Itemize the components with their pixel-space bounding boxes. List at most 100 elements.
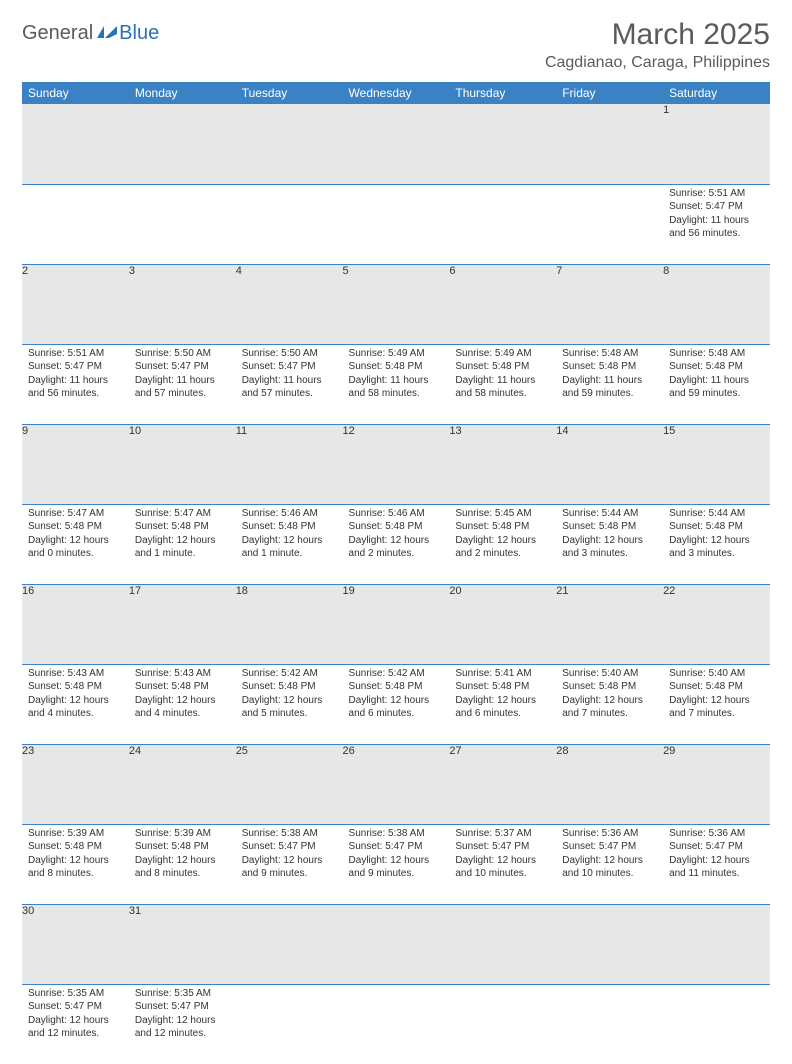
calendar-day-cell: Sunrise: 5:40 AMSunset: 5:48 PMDaylight:… [663,664,770,744]
day-details: Sunrise: 5:39 AMSunset: 5:48 PMDaylight:… [22,825,129,885]
sunrise-text: Sunrise: 5:42 AM [242,667,337,681]
calendar-week-row: Sunrise: 5:47 AMSunset: 5:48 PMDaylight:… [22,504,770,584]
daylight-text: Daylight: 12 hours and 3 minutes. [669,534,764,561]
day-number-cell: 14 [556,424,663,504]
sunrise-text: Sunrise: 5:48 AM [562,347,657,361]
day-number-cell: 22 [663,584,770,664]
calendar-day-cell: Sunrise: 5:37 AMSunset: 5:47 PMDaylight:… [449,824,556,904]
sunset-text: Sunset: 5:48 PM [135,840,230,854]
calendar-day-cell: Sunrise: 5:43 AMSunset: 5:48 PMDaylight:… [129,664,236,744]
sunset-text: Sunset: 5:48 PM [455,680,550,694]
sunset-text: Sunset: 5:47 PM [242,840,337,854]
calendar-day-cell [556,184,663,264]
daynum-row: 3031 [22,904,770,984]
sunrise-text: Sunrise: 5:44 AM [669,507,764,521]
weekday-header: Sunday [22,82,129,104]
calendar-day-cell [663,984,770,1064]
day-details: Sunrise: 5:37 AMSunset: 5:47 PMDaylight:… [449,825,556,885]
day-number-cell: 9 [22,424,129,504]
day-number-cell: 6 [449,264,556,344]
sunrise-text: Sunrise: 5:46 AM [349,507,444,521]
weekday-header: Wednesday [343,82,450,104]
calendar-day-cell: Sunrise: 5:48 AMSunset: 5:48 PMDaylight:… [663,344,770,424]
daynum-row: 1 [22,104,770,184]
sunrise-text: Sunrise: 5:43 AM [28,667,123,681]
day-details: Sunrise: 5:36 AMSunset: 5:47 PMDaylight:… [556,825,663,885]
day-number-cell: 1 [663,104,770,184]
calendar-day-cell: Sunrise: 5:36 AMSunset: 5:47 PMDaylight:… [663,824,770,904]
sunset-text: Sunset: 5:48 PM [242,680,337,694]
day-details: Sunrise: 5:48 AMSunset: 5:48 PMDaylight:… [556,345,663,405]
day-details: Sunrise: 5:49 AMSunset: 5:48 PMDaylight:… [343,345,450,405]
sunrise-text: Sunrise: 5:47 AM [135,507,230,521]
sunrise-text: Sunrise: 5:38 AM [349,827,444,841]
calendar-day-cell: Sunrise: 5:49 AMSunset: 5:48 PMDaylight:… [343,344,450,424]
day-number-cell: 23 [22,744,129,824]
daylight-text: Daylight: 12 hours and 7 minutes. [562,694,657,721]
header: General Blue March 2025 Cagdianao, Carag… [22,18,770,72]
weekday-header: Monday [129,82,236,104]
sunset-text: Sunset: 5:48 PM [562,360,657,374]
sunset-text: Sunset: 5:47 PM [242,360,337,374]
day-number-cell: 30 [22,904,129,984]
sunrise-text: Sunrise: 5:42 AM [349,667,444,681]
sunset-text: Sunset: 5:47 PM [562,840,657,854]
day-number-cell [129,104,236,184]
daylight-text: Daylight: 12 hours and 1 minute. [242,534,337,561]
day-number-cell: 26 [343,744,450,824]
calendar-week-row: Sunrise: 5:51 AMSunset: 5:47 PMDaylight:… [22,184,770,264]
weekday-header-row: Sunday Monday Tuesday Wednesday Thursday… [22,82,770,104]
sunrise-text: Sunrise: 5:47 AM [28,507,123,521]
day-details: Sunrise: 5:46 AMSunset: 5:48 PMDaylight:… [343,505,450,565]
weekday-header: Friday [556,82,663,104]
daylight-text: Daylight: 12 hours and 3 minutes. [562,534,657,561]
day-details: Sunrise: 5:48 AMSunset: 5:48 PMDaylight:… [663,345,770,405]
daylight-text: Daylight: 12 hours and 10 minutes. [562,854,657,881]
sunrise-text: Sunrise: 5:49 AM [455,347,550,361]
day-number-cell: 4 [236,264,343,344]
daylight-text: Daylight: 12 hours and 2 minutes. [349,534,444,561]
calendar-day-cell: Sunrise: 5:44 AMSunset: 5:48 PMDaylight:… [663,504,770,584]
sunrise-text: Sunrise: 5:39 AM [28,827,123,841]
weekday-header: Thursday [449,82,556,104]
day-number-cell: 25 [236,744,343,824]
sunset-text: Sunset: 5:47 PM [135,360,230,374]
calendar-day-cell: Sunrise: 5:51 AMSunset: 5:47 PMDaylight:… [22,344,129,424]
calendar-day-cell: Sunrise: 5:39 AMSunset: 5:48 PMDaylight:… [129,824,236,904]
day-number-cell [449,904,556,984]
day-details: Sunrise: 5:47 AMSunset: 5:48 PMDaylight:… [22,505,129,565]
day-details: Sunrise: 5:45 AMSunset: 5:48 PMDaylight:… [449,505,556,565]
sunset-text: Sunset: 5:48 PM [455,360,550,374]
daynum-row: 16171819202122 [22,584,770,664]
calendar-day-cell: Sunrise: 5:42 AMSunset: 5:48 PMDaylight:… [236,664,343,744]
daylight-text: Daylight: 12 hours and 9 minutes. [242,854,337,881]
sunset-text: Sunset: 5:48 PM [669,360,764,374]
daylight-text: Daylight: 11 hours and 59 minutes. [669,374,764,401]
daylight-text: Daylight: 12 hours and 12 minutes. [28,1014,123,1041]
day-number-cell: 20 [449,584,556,664]
sunset-text: Sunset: 5:48 PM [455,520,550,534]
day-details: Sunrise: 5:44 AMSunset: 5:48 PMDaylight:… [556,505,663,565]
calendar-day-cell: Sunrise: 5:50 AMSunset: 5:47 PMDaylight:… [129,344,236,424]
sunset-text: Sunset: 5:48 PM [242,520,337,534]
calendar-day-cell [22,184,129,264]
calendar-day-cell: Sunrise: 5:36 AMSunset: 5:47 PMDaylight:… [556,824,663,904]
day-number-cell: 31 [129,904,236,984]
sunset-text: Sunset: 5:47 PM [135,1000,230,1014]
day-number-cell [556,104,663,184]
day-number-cell: 3 [129,264,236,344]
sunrise-text: Sunrise: 5:35 AM [28,987,123,1001]
day-details: Sunrise: 5:42 AMSunset: 5:48 PMDaylight:… [236,665,343,725]
day-number-cell: 29 [663,744,770,824]
sunset-text: Sunset: 5:48 PM [28,840,123,854]
daylight-text: Daylight: 12 hours and 6 minutes. [455,694,550,721]
calendar-table: Sunday Monday Tuesday Wednesday Thursday… [22,82,770,1064]
daynum-row: 9101112131415 [22,424,770,504]
logo-text-general: General [22,22,93,45]
calendar-day-cell: Sunrise: 5:46 AMSunset: 5:48 PMDaylight:… [343,504,450,584]
calendar-day-cell [236,184,343,264]
day-number-cell [236,904,343,984]
title-block: March 2025 Cagdianao, Caraga, Philippine… [545,18,770,72]
day-number-cell: 19 [343,584,450,664]
daylight-text: Daylight: 11 hours and 58 minutes. [455,374,550,401]
